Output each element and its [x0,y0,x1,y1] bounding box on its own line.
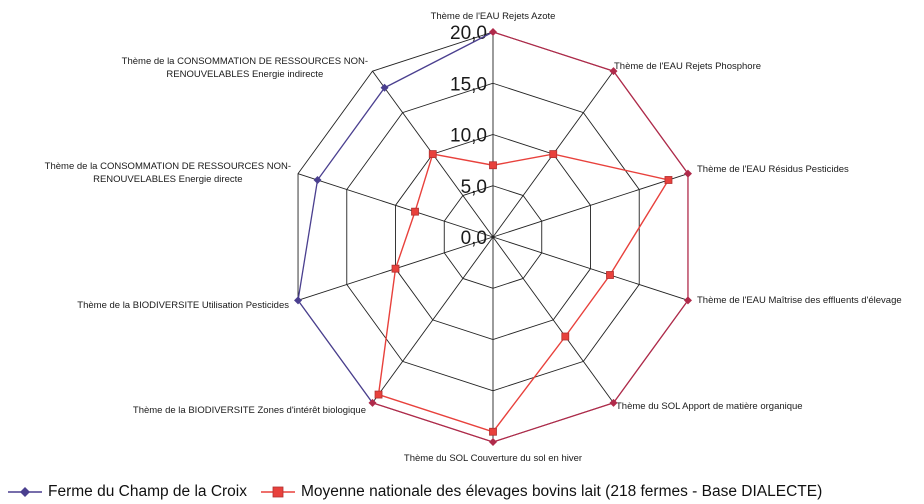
axis-label-5: Thème du SOL Couverture du sol en hiver [404,453,582,464]
average-point-6 [374,390,383,399]
farm-segment-0 [492,31,614,72]
axis-label-6: Thème de la BIODIVERSITE Zones d'intérêt… [133,405,366,416]
farm-point-6 [368,398,377,407]
axis-label-0-line-0: Thème de l'EAU Rejets Azote [431,11,556,22]
average-point-7 [391,264,400,273]
axis-label-7-line-0: Thème de la BIODIVERSITE Utilisation Pes… [77,300,289,311]
tick-label-2: 10,0 [450,126,487,147]
average-point-8 [411,207,419,216]
axis-label-0: Thème de l'EAU Rejets Azote [431,11,556,22]
radial-tick-labels: 0,0 5,0 10,0 15,0 20,0 [450,23,487,249]
farm-point-2 [683,169,692,178]
axis-label-1: Thème de l'EAU Rejets Phosphore [614,61,761,72]
farm-segment-4 [492,402,614,443]
axis-label-7: Thème de la BIODIVERSITE Utilisation Pes… [77,300,289,311]
farm-segment-8 [317,87,386,181]
farm-segment-9 [384,31,494,89]
axis-label-4: Thème du SOL Apport de matière organique [616,401,803,412]
grid-spoke-8 [297,173,494,238]
farm-segment-5 [372,402,494,443]
farm-segment-3 [612,299,689,404]
tick-label-1: 5,0 [461,177,487,198]
farm-segment-6 [297,299,374,404]
axis-label-9: Thème de la CONSOMMATION DE RESSOURCES N… [122,56,368,80]
axis-label-3-line-0: Thème de l'EAU Maîtrise des effluents d'… [697,295,902,306]
axis-label-6-line-0: Thème de la BIODIVERSITE Zones d'intérêt… [133,405,366,416]
farm-point-5 [489,438,497,446]
legend: Ferme du Champ de la Croix Moyenne natio… [8,481,836,503]
farm-point-0 [489,28,497,36]
axis-label-4-line-0: Thème du SOL Apport de matière organique [616,401,803,412]
farm-segment-1 [612,70,689,175]
farm-segment-7 [297,179,319,301]
farm-point-8 [313,175,322,184]
grid-spoke-3 [492,236,689,301]
axis-label-1-line-0: Thème de l'EAU Rejets Phosphore [614,61,761,72]
axis-label-3: Thème de l'EAU Maîtrise des effluents d'… [697,295,902,306]
grid-spoke-6 [372,236,494,404]
average-point-5 [489,427,497,436]
grid-spoke-2 [492,173,689,238]
axis-label-8-line-0: Thème de la CONSOMMATION DE RESSOURCES N… [45,161,291,172]
grid-spoke-4 [492,236,614,404]
average-point-4 [561,332,570,341]
tick-label-4: 20,0 [450,23,487,44]
farm-point-1 [609,67,618,76]
average-point-9 [428,150,437,158]
tick-label-3: 15,0 [450,74,487,95]
series-layer [294,28,692,446]
farm-point-9 [380,83,389,92]
axis-label-2-line-0: Thème de l'EAU Résidus Pesticides [697,164,849,175]
axis-labels: Thème de l'EAU Rejets Azote Thème de l'EA… [45,11,902,464]
radar-chart: 0,0 5,0 10,0 15,0 20,0 Thème de l'EAU Rejets… [45,11,902,464]
tick-label-0: 0,0 [461,228,487,249]
legend-label-farm: Ferme du Champ de la Croix [48,483,247,500]
average-point-0 [489,161,497,170]
farm-point-7 [294,296,303,305]
axis-label-8: Thème de la CONSOMMATION DE RESSOURCES N… [45,161,291,185]
average-point-2 [664,176,673,184]
legend-swatch-farm [8,487,42,497]
average-point-1 [549,150,558,158]
axis-label-8-line-1: RENOUVELABLES Energie directe [93,174,242,185]
farm-point-4 [609,398,618,407]
legend-label-average: Moyenne nationale des élevages bovins la… [301,483,823,500]
axis-label-9-line-0: Thème de la CONSOMMATION DE RESSOURCES N… [122,56,368,67]
legend-swatch-average [261,486,295,498]
axis-label-2: Thème de l'EAU Résidus Pesticides [697,164,849,175]
axis-label-5-line-0: Thème du SOL Couverture du sol en hiver [404,453,582,464]
average-point-3 [606,271,614,279]
legend-item-farm: Ferme du Champ de la Croix [8,483,247,501]
legend-item-average: Moyenne nationale des élevages bovins la… [261,483,822,501]
axis-label-9-line-1: RENOUVELABLES Energie indirecte [166,69,323,80]
farm-point-3 [683,296,692,305]
